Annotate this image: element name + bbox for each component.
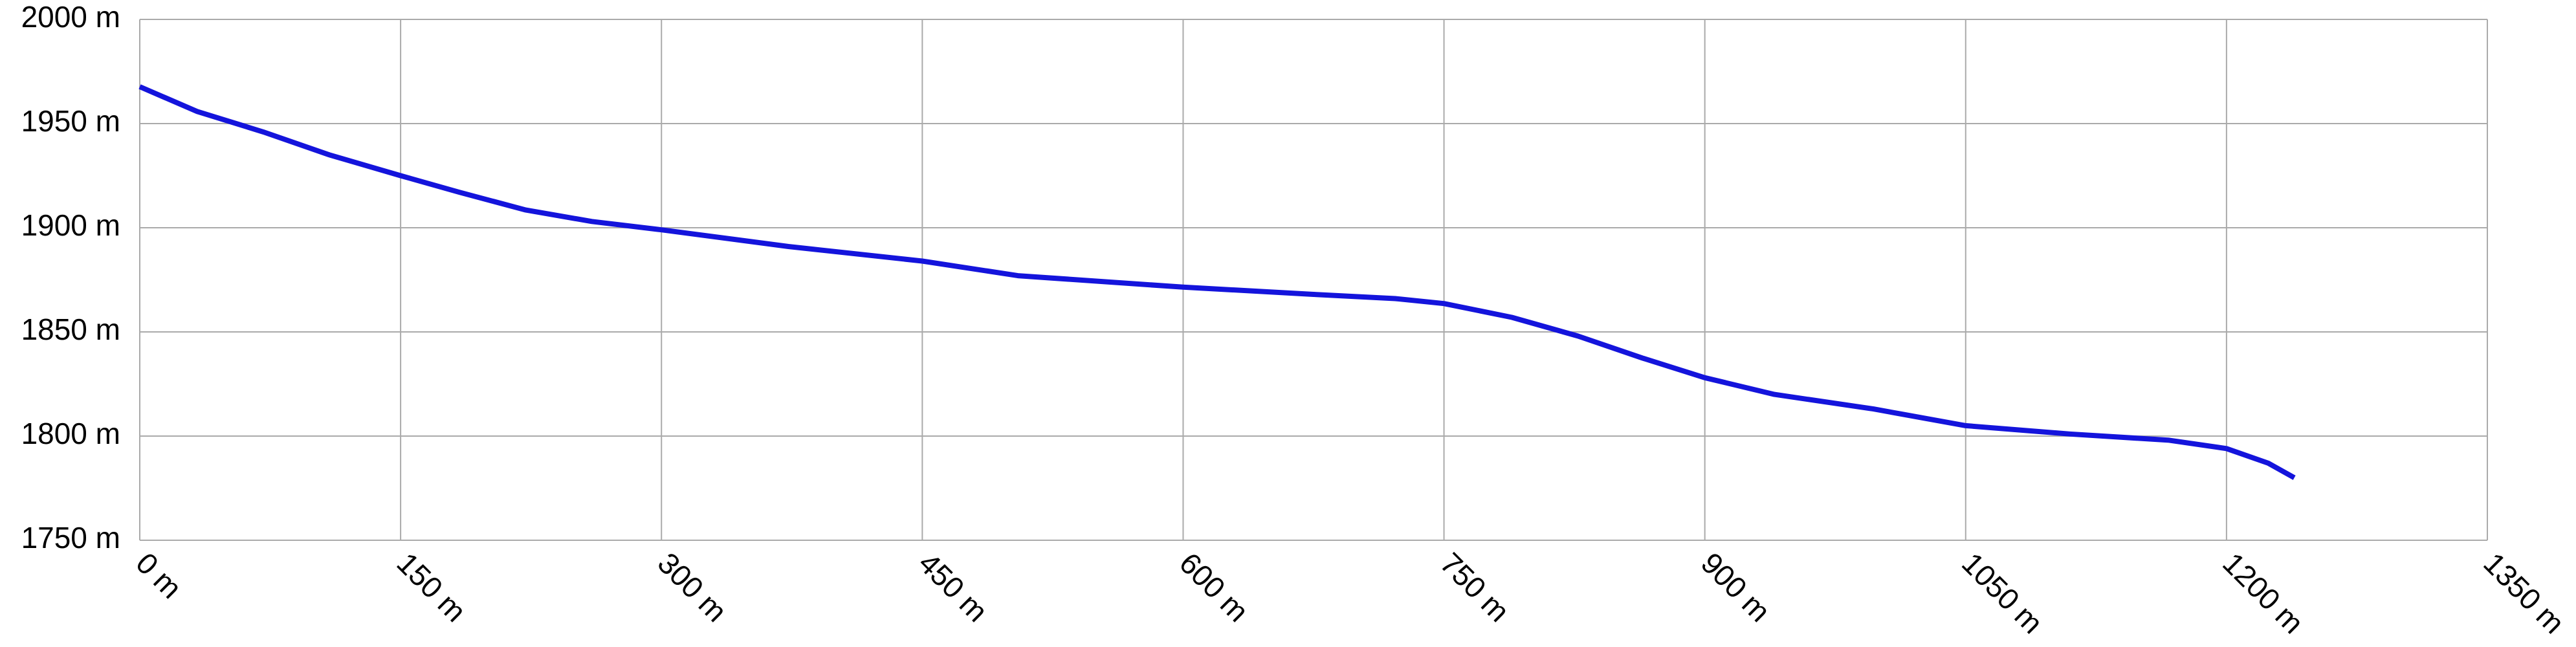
y-tick-label: 2000 m	[21, 0, 120, 34]
x-tick-label: 150 m	[390, 546, 472, 628]
x-tick-label: 1350 m	[2477, 546, 2571, 640]
x-tick-label: 300 m	[652, 546, 734, 628]
y-tick-label: 1900 m	[21, 208, 120, 242]
y-tick-label: 1950 m	[21, 104, 120, 138]
y-tick-label: 1850 m	[21, 313, 120, 346]
x-tick-label: 600 m	[1173, 546, 1255, 628]
x-tick-label: 750 m	[1434, 546, 1516, 628]
elevation-line	[138, 84, 2296, 480]
x-tick-label: 450 m	[912, 546, 995, 628]
x-tick-label: 1200 m	[2216, 546, 2310, 640]
y-tick-label: 1750 m	[21, 521, 120, 554]
x-tick-label: 0 m	[129, 546, 188, 605]
x-tick-label: 1050 m	[1955, 546, 2049, 640]
x-tick-label: 900 m	[1695, 546, 1777, 628]
y-tick-label: 1800 m	[21, 417, 120, 450]
